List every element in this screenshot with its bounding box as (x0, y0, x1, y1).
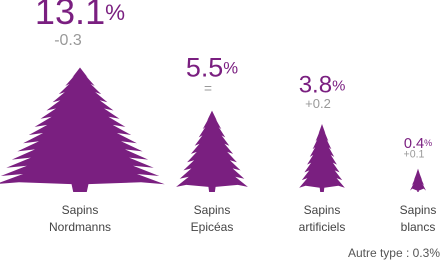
tree (410, 168, 426, 192)
value-unit: % (424, 138, 432, 148)
category-label: blancs (401, 220, 436, 234)
value-number: 3.8 (299, 72, 332, 99)
footnote: Autre type : 0.3% (348, 246, 440, 260)
value-label: 5.5% (186, 52, 238, 82)
category-label: Epicéas (191, 220, 234, 234)
category-label: Sapins (194, 203, 231, 217)
category-label: Sapins (62, 203, 99, 217)
change-label: +0.2 (305, 96, 331, 111)
value-unit: % (332, 79, 345, 95)
tree (0, 67, 165, 192)
value-unit: % (105, 0, 125, 25)
change-label: = (204, 81, 212, 96)
category-label: Nordmanns (49, 220, 111, 234)
category-label: Sapins (400, 203, 437, 217)
change-label: +0.1 (404, 149, 425, 161)
infographic: Autre type : 0.3% 13.1%-0.3SapinsNordman… (0, 0, 446, 262)
change-label: -0.3 (54, 32, 82, 49)
tree (299, 123, 345, 192)
value-label: 3.8% (299, 72, 346, 99)
value-unit: % (223, 59, 238, 78)
value-number: 13.1 (35, 0, 105, 31)
value-label: 13.1% (35, 0, 125, 31)
value-number: 5.5 (186, 52, 223, 82)
category-label: Sapins (304, 203, 341, 217)
tree (176, 110, 248, 192)
category-label: artificiels (299, 220, 346, 234)
